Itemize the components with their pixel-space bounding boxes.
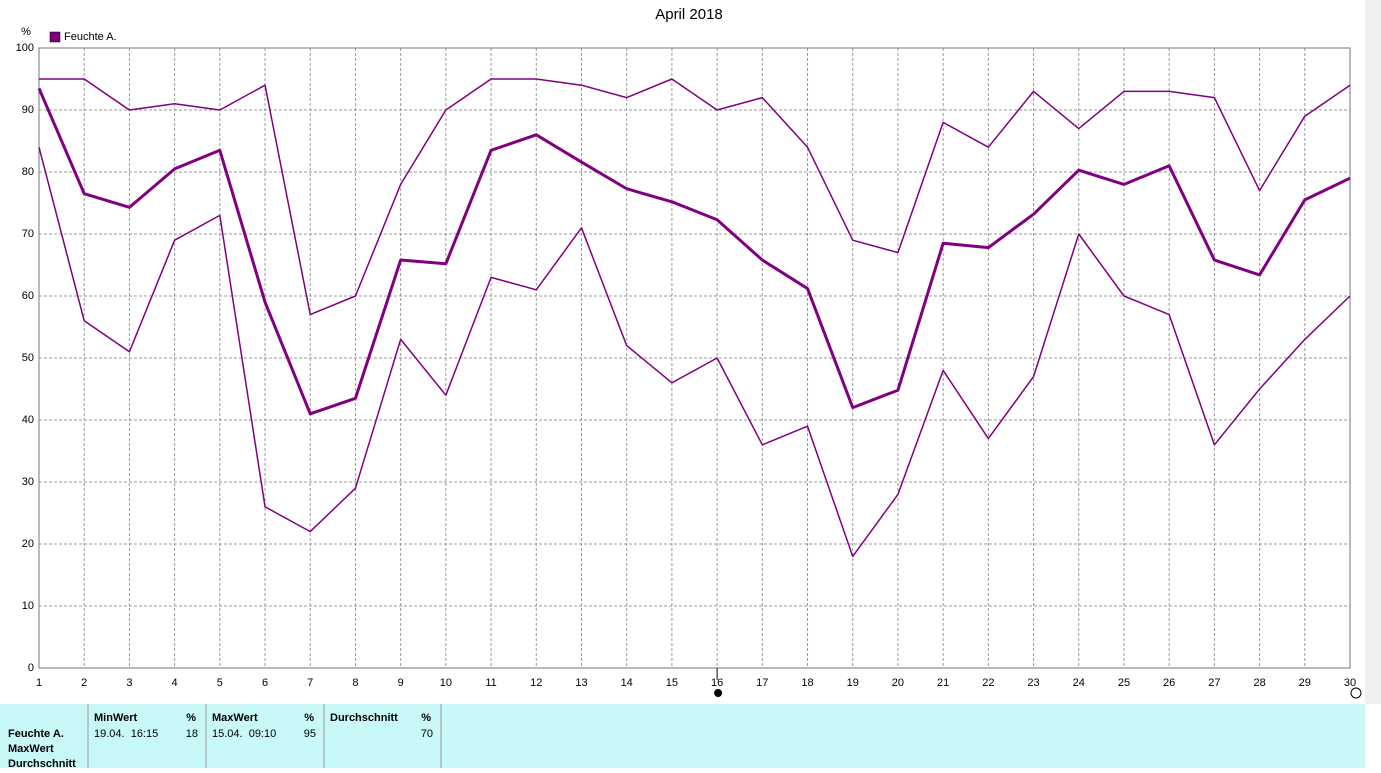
data-line [39, 78, 1351, 316]
cell-time: 15.04. 09:10 [212, 728, 276, 740]
cell-value: 18 [186, 728, 198, 740]
column-header: MaxWert [212, 712, 258, 724]
x-tick-label: 27 [1208, 677, 1220, 689]
y-tick-label: 50 [22, 352, 34, 364]
legend-label: Feuchte A. [64, 31, 117, 43]
x-tick-label: 21 [937, 677, 949, 689]
x-tick-label: 28 [1253, 677, 1265, 689]
x-tick-label: 1 [36, 677, 42, 689]
row-label: Durchschnitt [8, 758, 76, 768]
x-tick-label: 16 [711, 677, 723, 689]
x-tick-label: 8 [352, 677, 358, 689]
x-tick-label: 11 [485, 677, 496, 689]
data-line [37, 87, 1351, 416]
plot-frame [38, 47, 1351, 669]
y-axis-label: % [21, 26, 31, 38]
y-tick-label: 0 [28, 662, 34, 674]
column-unit: % [186, 712, 196, 724]
x-tick-label: 30 [1344, 677, 1356, 689]
row-label: Feuchte A. [8, 728, 64, 740]
column-header: Durchschnitt [330, 712, 398, 724]
x-tick-label: 25 [1118, 677, 1130, 689]
end-marker [1350, 687, 1362, 699]
x-tick-label: 26 [1163, 677, 1175, 689]
x-tick-label: 12 [530, 677, 542, 689]
x-tick-label: 29 [1299, 677, 1311, 689]
column-header: MinWert [94, 712, 138, 724]
x-tick-label: 20 [892, 677, 904, 689]
legend-swatch [49, 31, 61, 43]
x-tick-label: 7 [307, 677, 313, 689]
y-tick-label: 40 [22, 414, 34, 426]
x-tick-label: 2 [81, 677, 87, 689]
x-tick-label: 24 [1073, 677, 1085, 689]
column-unit: % [421, 712, 431, 724]
cell-value: 70 [421, 728, 433, 740]
x-tick-label: 3 [126, 677, 132, 689]
x-tick-label: 17 [756, 677, 768, 689]
row-label: MaxWert [8, 743, 54, 755]
y-tick-label: 30 [22, 476, 34, 488]
y-tick-label: 100 [16, 42, 34, 54]
y-tick-label: 10 [22, 600, 34, 612]
x-tick-label: 19 [847, 677, 859, 689]
column-unit: % [304, 712, 314, 724]
x-tick-label: 10 [440, 677, 452, 689]
x-tick-label: 6 [262, 677, 268, 689]
y-tick-label: 80 [22, 166, 34, 178]
cell-value: 95 [304, 728, 316, 740]
y-tick-label: 90 [22, 104, 34, 116]
data-line [38, 147, 1351, 558]
x-tick-label: 4 [172, 677, 178, 689]
chart-title: April 2018 [655, 6, 723, 23]
x-tick-label: 15 [666, 677, 678, 689]
cell-time: 19.04. 16:15 [94, 728, 158, 740]
summary-table [0, 704, 1365, 768]
y-tick-label: 70 [22, 228, 34, 240]
x-tick-label: 13 [575, 677, 587, 689]
y-tick-label: 60 [22, 290, 34, 302]
x-tick-label: 22 [982, 677, 994, 689]
x-tick-label: 23 [1027, 677, 1039, 689]
y-tick-label: 20 [22, 538, 34, 550]
x-tick-label: 18 [801, 677, 813, 689]
x-tick-label: 5 [217, 677, 223, 689]
x-tick-label: 9 [398, 677, 404, 689]
window-edge [1365, 0, 1381, 704]
x-tick-label: 14 [621, 677, 633, 689]
cursor-marker [714, 689, 723, 697]
